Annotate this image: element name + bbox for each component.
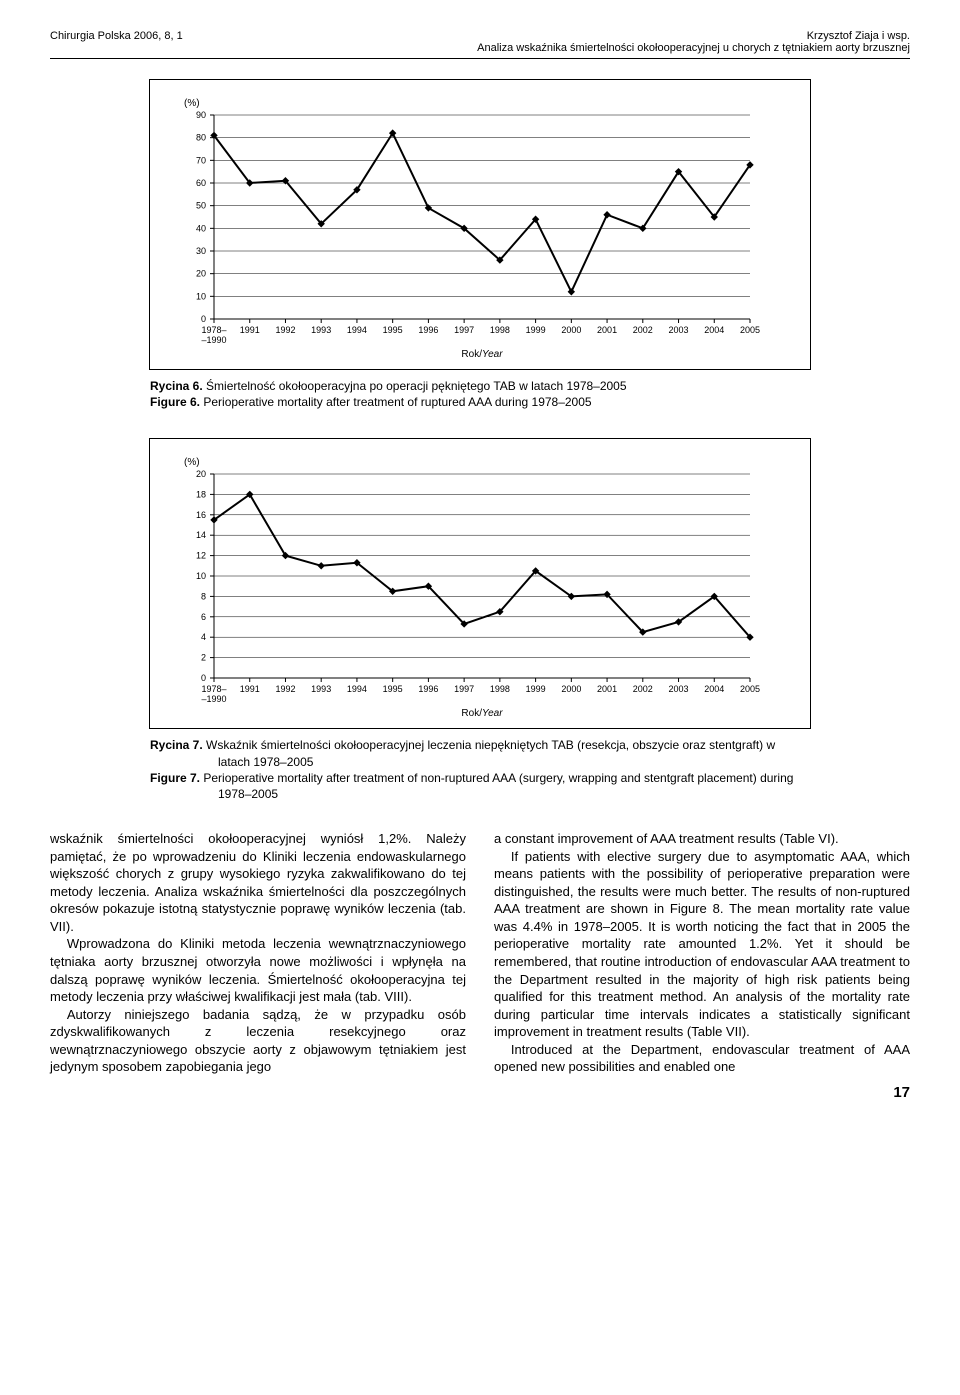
svg-text:2002: 2002	[633, 325, 653, 335]
svg-text:1995: 1995	[383, 325, 403, 335]
svg-text:30: 30	[196, 246, 206, 256]
svg-text:1991: 1991	[240, 325, 260, 335]
svg-text:1996: 1996	[418, 325, 438, 335]
svg-text:–1990: –1990	[201, 694, 226, 704]
svg-text:0: 0	[201, 673, 206, 683]
svg-text:2003: 2003	[669, 684, 689, 694]
svg-text:20: 20	[196, 269, 206, 279]
svg-text:Rok/Year: Rok/Year	[461, 708, 503, 718]
svg-text:60: 60	[196, 178, 206, 188]
svg-text:80: 80	[196, 133, 206, 143]
svg-text:1994: 1994	[347, 684, 367, 694]
svg-text:1991: 1991	[240, 684, 260, 694]
svg-text:0: 0	[201, 314, 206, 324]
journal-ref: Chirurgia Polska 2006, 8, 1	[50, 30, 183, 54]
body-paragraph: Autorzy niniejszego badania sądzą, że w …	[50, 1006, 466, 1076]
fig6-en-label: Figure 6.	[150, 395, 200, 409]
svg-text:40: 40	[196, 223, 206, 233]
svg-text:10: 10	[196, 571, 206, 581]
svg-text:6: 6	[201, 612, 206, 622]
right-column: a constant improvement of AAA treatment …	[494, 830, 910, 1076]
svg-text:8: 8	[201, 592, 206, 602]
fig6-pl-label: Rycina 6.	[150, 379, 203, 393]
svg-text:1978–: 1978–	[201, 325, 226, 335]
body-paragraph: wskaźnik śmiertelności okołooperacyjnej …	[50, 830, 466, 935]
chart6-svg: 0 10 20 30 40 50 60 70 80 90 1978––1990 1991 1992 199…	[180, 109, 760, 359]
figure-6-caption: Rycina 6. Śmiertelność okołooperacyjna p…	[150, 378, 810, 410]
fig7-pl-label: Rycina 7.	[150, 738, 203, 752]
header-right: Krzysztof Ziaja i wsp. Analiza wskaźnika…	[477, 30, 910, 54]
svg-text:2004: 2004	[704, 684, 724, 694]
svg-text:1999: 1999	[526, 325, 546, 335]
page-header: Chirurgia Polska 2006, 8, 1 Krzysztof Zi…	[50, 30, 910, 59]
svg-text:1998: 1998	[490, 325, 510, 335]
svg-text:14: 14	[196, 531, 206, 541]
left-column: wskaźnik śmiertelności okołooperacyjnej …	[50, 830, 466, 1076]
chart7-ylabel: (%)	[184, 457, 780, 468]
header-author: Krzysztof Ziaja i wsp.	[477, 30, 910, 42]
svg-text:50: 50	[196, 201, 206, 211]
figure-7-caption: Rycina 7. Wskaźnik śmiertelności okołoop…	[150, 737, 810, 802]
svg-text:2002: 2002	[633, 684, 653, 694]
svg-text:2004: 2004	[704, 325, 724, 335]
figure-7-chart-box: (%) 0 2 4 6 8 10 12 14 16 18 20 1978––1990 1991 1992 1…	[149, 438, 811, 729]
svg-text:–1990: –1990	[201, 335, 226, 345]
body-columns: wskaźnik śmiertelności okołooperacyjnej …	[50, 830, 910, 1076]
page: Chirurgia Polska 2006, 8, 1 Krzysztof Zi…	[0, 0, 960, 1131]
svg-text:2005: 2005	[740, 684, 760, 694]
svg-text:2: 2	[201, 653, 206, 663]
svg-text:2000: 2000	[561, 684, 581, 694]
svg-text:70: 70	[196, 155, 206, 165]
chart6-ylabel: (%)	[184, 98, 780, 109]
svg-text:1993: 1993	[311, 325, 331, 335]
svg-text:2003: 2003	[669, 325, 689, 335]
svg-text:4: 4	[201, 633, 206, 643]
svg-text:1995: 1995	[383, 684, 403, 694]
svg-text:2005: 2005	[740, 325, 760, 335]
svg-text:1997: 1997	[454, 684, 474, 694]
body-paragraph: a constant improvement of AAA treatment …	[494, 830, 910, 848]
svg-text:1992: 1992	[275, 684, 295, 694]
svg-text:2001: 2001	[597, 325, 617, 335]
svg-text:1978–: 1978–	[201, 684, 226, 694]
body-paragraph: Wprowadzona do Kliniki metoda leczenia w…	[50, 935, 466, 1005]
page-number: 17	[50, 1084, 910, 1101]
svg-text:1992: 1992	[275, 325, 295, 335]
svg-text:18: 18	[196, 490, 206, 500]
header-title: Analiza wskaźnika śmiertelności okołoope…	[477, 42, 910, 54]
fig7-en-label: Figure 7.	[150, 771, 200, 785]
fig7-pl-text: Wskaźnik śmiertelności okołooperacyjnej …	[203, 738, 775, 768]
fig6-pl-text: Śmiertelność okołooperacyjna po operacji…	[203, 379, 627, 393]
svg-text:10: 10	[196, 291, 206, 301]
figure-6-chart-box: (%) 0 10 20 30 40 50 60 70 80 90 1978––1990 1991 199…	[149, 79, 811, 370]
chart7-svg: 0 2 4 6 8 10 12 14 16 18 20 1978––1990 1991 1992 1993 1…	[180, 468, 760, 718]
svg-text:12: 12	[196, 551, 206, 561]
svg-text:1998: 1998	[490, 684, 510, 694]
body-paragraph: If patients with elective surgery due to…	[494, 848, 910, 1041]
svg-text:1996: 1996	[418, 684, 438, 694]
svg-text:2000: 2000	[561, 325, 581, 335]
fig7-en-text: Perioperative mortality after treatment …	[200, 771, 793, 801]
svg-text:20: 20	[196, 469, 206, 479]
svg-text:1999: 1999	[526, 684, 546, 694]
svg-text:1994: 1994	[347, 325, 367, 335]
svg-text:1993: 1993	[311, 684, 331, 694]
svg-text:90: 90	[196, 110, 206, 120]
svg-text:16: 16	[196, 510, 206, 520]
fig6-en-text: Perioperative mortality after treatment …	[200, 395, 592, 409]
svg-text:2001: 2001	[597, 684, 617, 694]
svg-text:Rok/Year: Rok/Year	[461, 349, 503, 359]
body-paragraph: Introduced at the Department, endovascul…	[494, 1041, 910, 1076]
svg-text:1997: 1997	[454, 325, 474, 335]
